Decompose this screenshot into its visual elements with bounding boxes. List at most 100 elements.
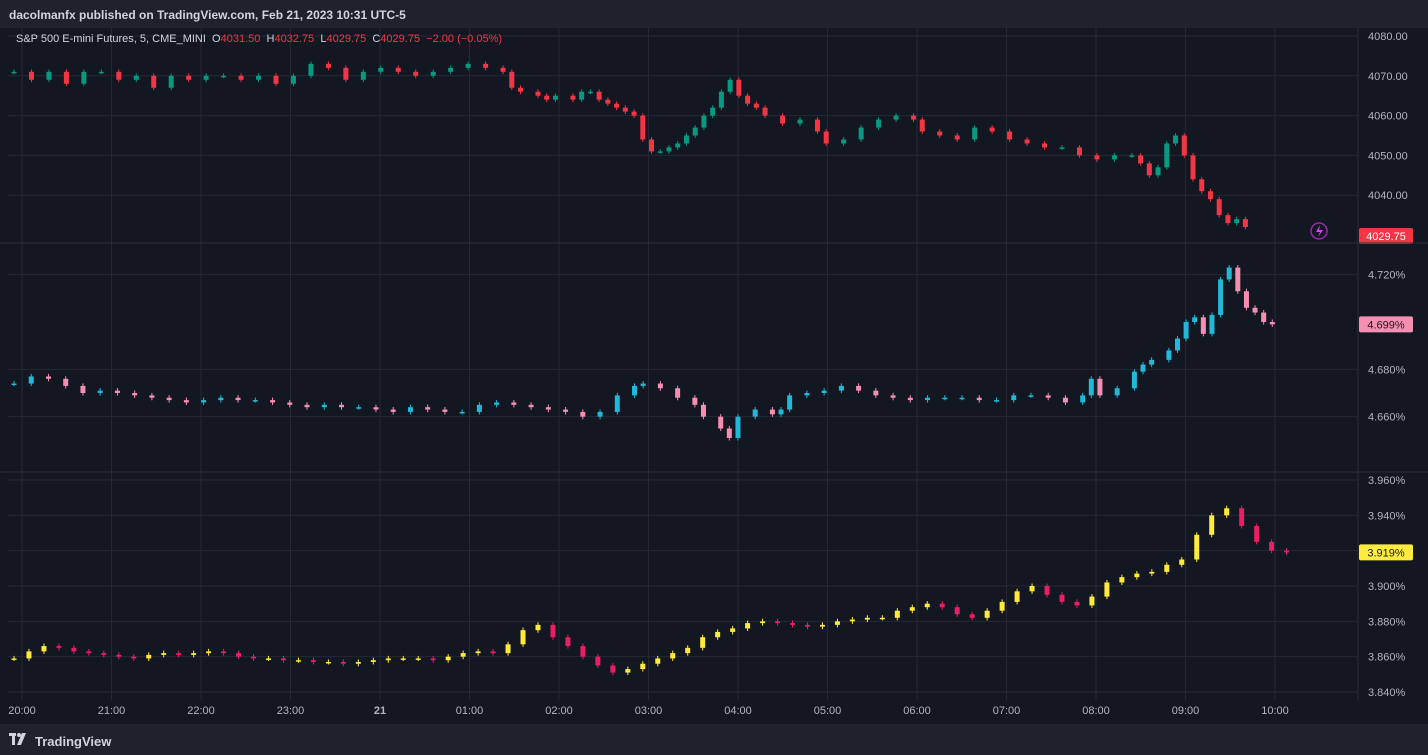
candle-body — [632, 385, 638, 396]
candle-body — [535, 91, 541, 96]
candle-body — [873, 390, 879, 396]
candle-body — [1164, 143, 1170, 168]
candle-body — [280, 658, 286, 661]
candle-body — [999, 601, 1005, 611]
footer-bar: TradingView — [0, 724, 1428, 755]
lightning-icon — [1310, 222, 1328, 240]
candle-body — [509, 71, 515, 88]
tradingview-brand[interactable]: TradingView — [9, 732, 111, 750]
y-tick-label: 3.880% — [1368, 616, 1406, 628]
candle-body — [775, 621, 781, 624]
last-value-badge — [1359, 316, 1413, 333]
x-tick-label: 02:00 — [545, 705, 573, 717]
candle-body — [1226, 267, 1232, 280]
candle-body — [201, 400, 207, 403]
candle-body — [133, 75, 139, 80]
candle-body — [959, 397, 965, 400]
last-value-label: 4.699% — [1367, 319, 1405, 331]
candle-body — [890, 395, 896, 398]
candle-body — [1242, 219, 1248, 228]
chart-area[interactable]: 4080.00 4070.00 4060.00 4050.00 4040.00 4029.… — [0, 28, 1428, 724]
candle-body — [1028, 395, 1034, 397]
candle-body — [1166, 350, 1172, 360]
candle-body — [595, 656, 601, 666]
candle-body — [325, 63, 331, 68]
candle-body — [266, 658, 272, 660]
candle-body — [657, 151, 663, 153]
candle-body — [45, 376, 51, 379]
candle-body — [1183, 322, 1189, 339]
candle-body — [1011, 395, 1017, 401]
candle-body — [80, 385, 86, 393]
candle-body — [339, 404, 344, 408]
candle-body — [745, 623, 751, 629]
candle-body — [700, 637, 706, 648]
candle-body — [1059, 594, 1065, 602]
tradingview-logo-icon — [9, 732, 29, 750]
candle-body — [321, 404, 327, 408]
candle-body — [430, 71, 436, 76]
candle-body — [425, 407, 431, 410]
candle-body — [735, 416, 741, 438]
candle-body — [640, 115, 646, 140]
candle-body — [287, 402, 293, 405]
candle-body — [1089, 596, 1095, 606]
x-tick-label: 23:00 — [277, 705, 305, 717]
candle-body — [954, 607, 960, 615]
chart-svg[interactable]: 4080.00 4070.00 4060.00 4050.00 4040.00 4029.… — [0, 28, 1428, 724]
candle-body — [1129, 155, 1135, 157]
candle-body — [295, 660, 301, 662]
x-tick-label: 09:00 — [1172, 705, 1200, 717]
candle-body — [448, 67, 454, 72]
y-tick-label: 4040.00 — [1368, 190, 1408, 202]
candle-body — [151, 75, 157, 88]
candle-body — [1044, 586, 1050, 595]
price-scale — [1358, 28, 1428, 724]
candle-body — [146, 654, 152, 659]
last-value-label: 4029.75 — [1366, 231, 1406, 243]
candle-body — [1234, 219, 1240, 224]
candle-body — [821, 390, 827, 393]
lightning-bolt-icon — [1316, 225, 1323, 237]
x-tick-label: 21 — [374, 705, 386, 717]
candle-body — [1088, 378, 1094, 396]
candle-body — [221, 75, 227, 78]
candle-body — [98, 71, 104, 74]
candle-body — [490, 651, 496, 654]
candle-body — [46, 71, 52, 80]
candle-body — [1173, 135, 1179, 144]
candle-body — [701, 115, 707, 128]
candle-body — [168, 75, 174, 88]
y-tick-label: 4.720% — [1368, 270, 1406, 282]
candle-body — [500, 67, 506, 72]
legend-close-label: C — [372, 33, 381, 45]
y-tick-label: 4.680% — [1368, 364, 1406, 376]
candle-body — [1261, 312, 1267, 322]
candle-body — [994, 400, 999, 402]
candle-body — [1104, 582, 1110, 597]
candle-body — [1134, 573, 1140, 578]
candle-body — [1059, 147, 1065, 149]
candle-body — [218, 397, 224, 401]
candle-body — [41, 646, 47, 652]
candle-body — [325, 661, 331, 664]
candle-body — [430, 658, 436, 661]
candle-body — [161, 653, 167, 655]
candle-body — [114, 390, 120, 393]
symbol-legend[interactable]: S&P 500 E-mini Futures, 5, CME_MINI O403… — [16, 33, 502, 45]
candle-body — [876, 119, 882, 128]
x-tick-label: 08:00 — [1082, 705, 1110, 717]
candle-body — [1164, 564, 1170, 572]
candle-body — [834, 621, 840, 625]
candle-body — [1149, 359, 1155, 365]
candle-body — [879, 617, 885, 620]
candle-body — [1218, 279, 1224, 315]
candle-body — [1181, 135, 1187, 156]
candle-body — [730, 628, 736, 632]
candle-body — [579, 91, 585, 100]
candle-body — [340, 661, 346, 664]
candle-body — [304, 404, 310, 408]
candle-body — [819, 624, 825, 627]
candle-body — [972, 127, 978, 140]
candle-body — [442, 409, 448, 412]
